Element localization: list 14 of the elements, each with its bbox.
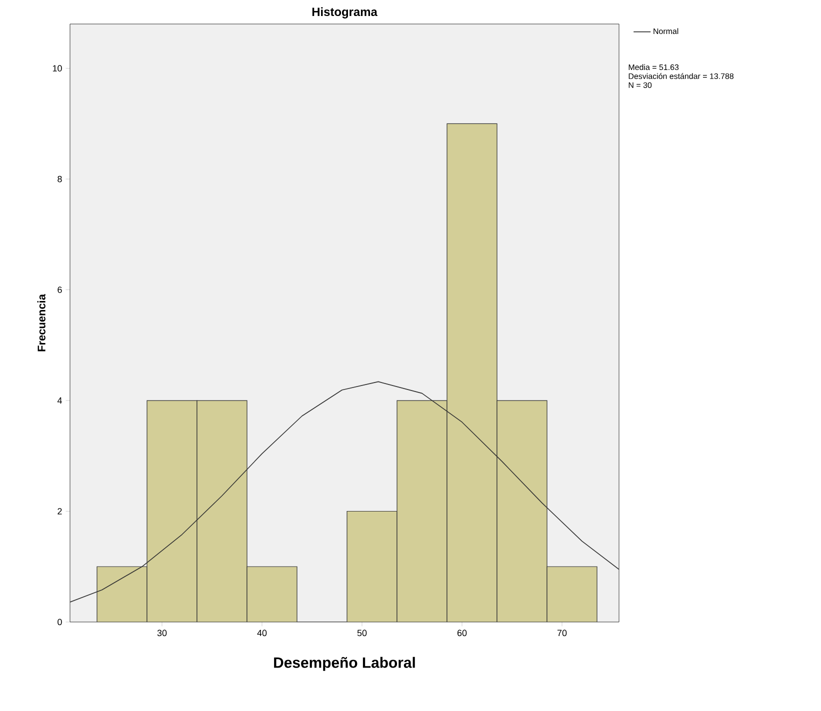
x-tick-label: 30 (157, 630, 167, 636)
chart-title: Histograma (312, 7, 378, 18)
x-tick-label: 40 (257, 630, 267, 636)
y-axis-title: Frecuencia (37, 294, 46, 352)
x-tick-label: 60 (457, 630, 467, 636)
x-tick-label: 70 (557, 630, 567, 636)
y-tick-label: 4 (57, 397, 62, 404)
y-tick-label: 10 (52, 65, 62, 72)
y-tick-label: 8 (58, 176, 62, 182)
y-tick-label: 0 (58, 618, 62, 626)
y-tick-label: 2 (58, 508, 62, 514)
x-tick-label: 50 (357, 630, 367, 636)
y-tick-label: 6 (58, 286, 62, 293)
x-axis-title: Desempeño Laboral (274, 656, 415, 671)
